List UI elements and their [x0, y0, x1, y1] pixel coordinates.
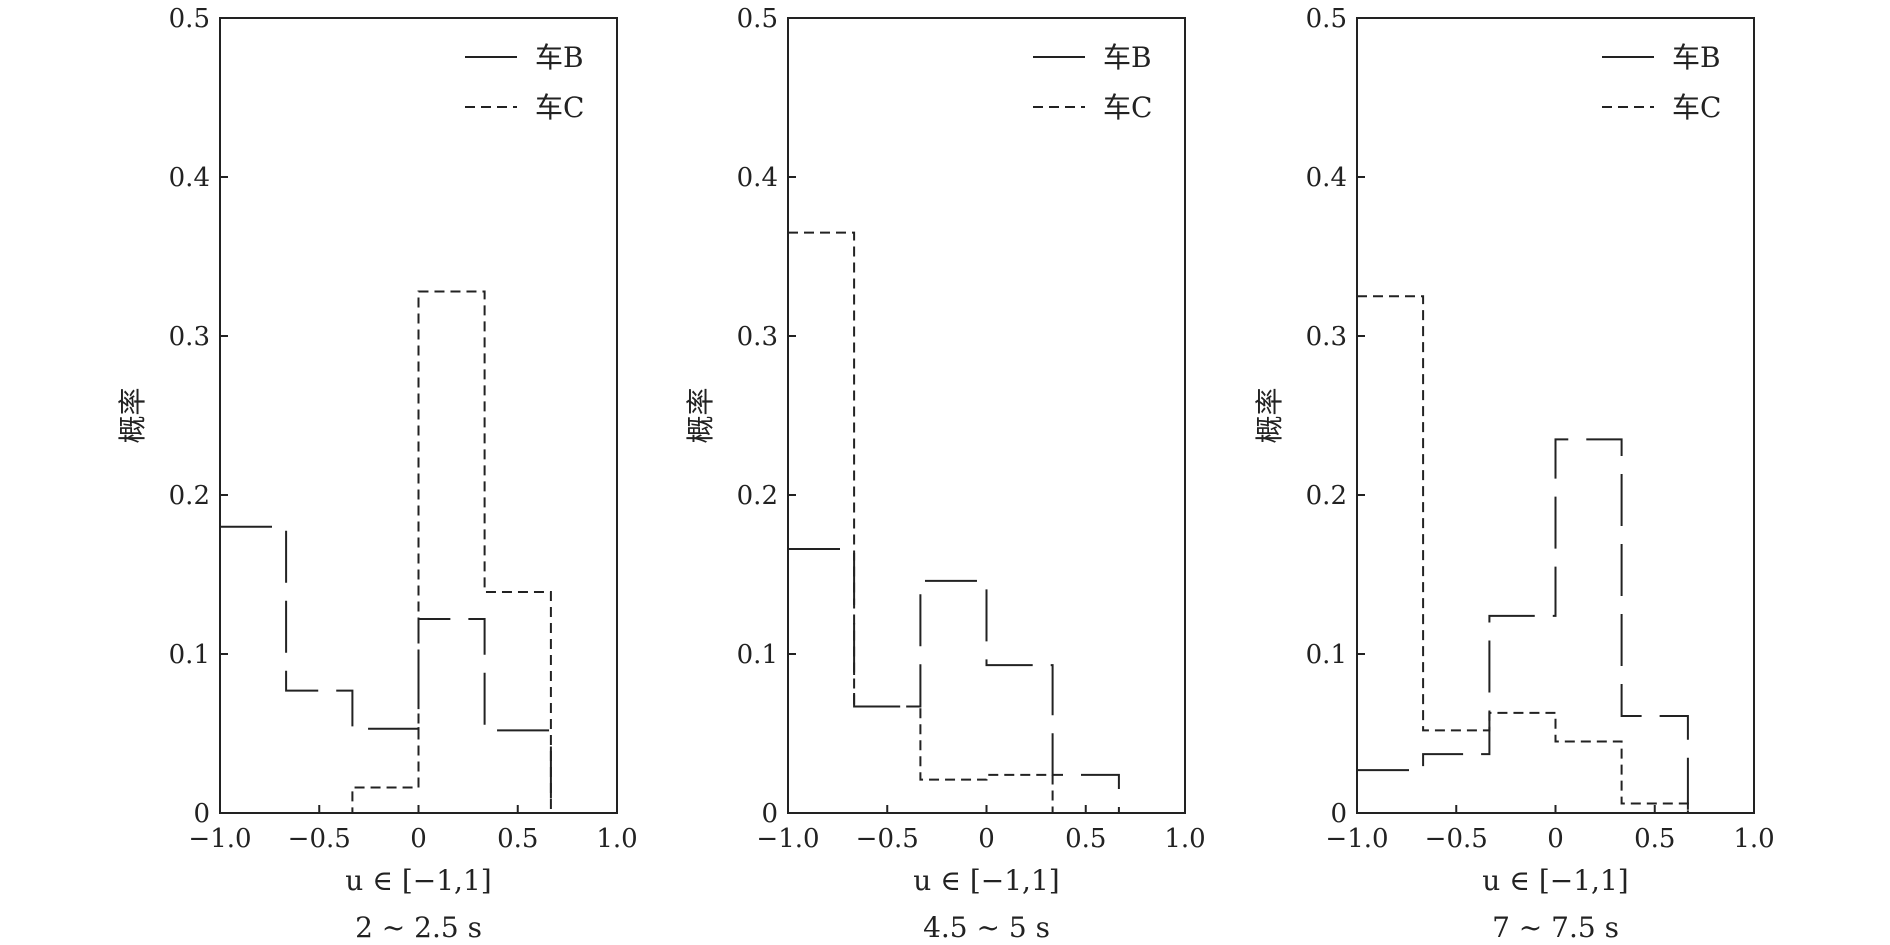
legend-label-car-b: 车B	[1672, 41, 1721, 74]
y-tick-label: 0.4	[169, 163, 210, 193]
x-axis-label: u ∈ [−1,1]	[913, 864, 1059, 897]
y-axis-label: 概率	[116, 387, 149, 443]
y-axis-label: 概率	[1253, 387, 1286, 443]
x-tick-label: −1.0	[1325, 824, 1388, 854]
y-tick-label: 0.4	[1306, 163, 1347, 193]
panel-3: 0 0.1 0.2 0.3 0.4 0.5 −1.0 −0.5 0 0.5 1.0 u ∈ [−1,1…	[1253, 4, 1775, 944]
plot-frame	[787, 17, 1186, 814]
y-tick-label: 0.5	[737, 4, 778, 34]
y-tick-label: 0.5	[1306, 4, 1347, 34]
y-tick-label: 0.2	[169, 481, 210, 511]
plot-frame	[1356, 17, 1755, 814]
y-tick-label: 0.1	[1306, 640, 1347, 670]
y-axis-label: 概率	[684, 387, 717, 443]
x-tick-label: −0.5	[1425, 824, 1488, 854]
series-line-car-c	[1357, 295, 1754, 814]
panel-2: 0 0.1 0.2 0.3 0.4 0.5 −1.0 −0.5 0 0.5 1.0 u ∈ [−1,1…	[684, 4, 1206, 944]
x-tick-label: 1.0	[596, 824, 637, 854]
x-tick-label: −0.5	[856, 824, 919, 854]
x-tick-label: 1.0	[1164, 824, 1205, 854]
series-line-car-b	[1357, 438, 1754, 814]
y-tick-label: 0.4	[737, 163, 778, 193]
series-line-car-c	[220, 290, 617, 814]
panel-subtitle: 4.5 ~ 5 s	[923, 911, 1050, 944]
y-tick-label: 0.1	[737, 640, 778, 670]
y-tick-label: 0.3	[169, 322, 210, 352]
x-tick-label: −1.0	[756, 824, 819, 854]
series-line-car-c	[788, 231, 1185, 814]
y-tick-label: 0	[761, 799, 778, 829]
x-tick-label: 1.0	[1733, 824, 1774, 854]
legend-label-car-c: 车C	[1103, 91, 1152, 124]
y-tick-label: 0.1	[169, 640, 210, 670]
y-tick-label: 0	[193, 799, 210, 829]
legend-label-car-b: 车B	[1103, 41, 1152, 74]
panel-subtitle: 2 ~ 2.5 s	[355, 911, 482, 944]
panel-1: 0 0.1 0.2 0.3 0.4 0.5 −1.0 −0.5 0 0.5 1.0 u ∈ [−1,1…	[116, 4, 638, 944]
y-tick-label: 0.2	[737, 481, 778, 511]
x-tick-label: −1.0	[188, 824, 251, 854]
x-tick-label: 0.5	[1634, 824, 1675, 854]
x-tick-label: 0	[978, 824, 995, 854]
x-axis-label: u ∈ [−1,1]	[345, 864, 491, 897]
x-axis-label: u ∈ [−1,1]	[1482, 864, 1628, 897]
x-tick-label: −0.5	[288, 824, 351, 854]
x-tick-label: 0	[410, 824, 427, 854]
y-tick-label: 0.5	[169, 4, 210, 34]
legend-label-car-b: 车B	[535, 41, 584, 74]
x-tick-label: 0	[1547, 824, 1564, 854]
x-tick-label: 0.5	[497, 824, 538, 854]
legend-label-car-c: 车C	[535, 91, 584, 124]
y-tick-label: 0.3	[737, 322, 778, 352]
panel-subtitle: 7 ~ 7.5 s	[1492, 911, 1619, 944]
series-line-car-b	[788, 548, 1185, 814]
y-tick-label: 0.2	[1306, 481, 1347, 511]
legend-label-car-c: 车C	[1672, 91, 1721, 124]
y-tick-label: 0.3	[1306, 322, 1347, 352]
y-tick-label: 0	[1330, 799, 1347, 829]
x-tick-label: 0.5	[1065, 824, 1106, 854]
